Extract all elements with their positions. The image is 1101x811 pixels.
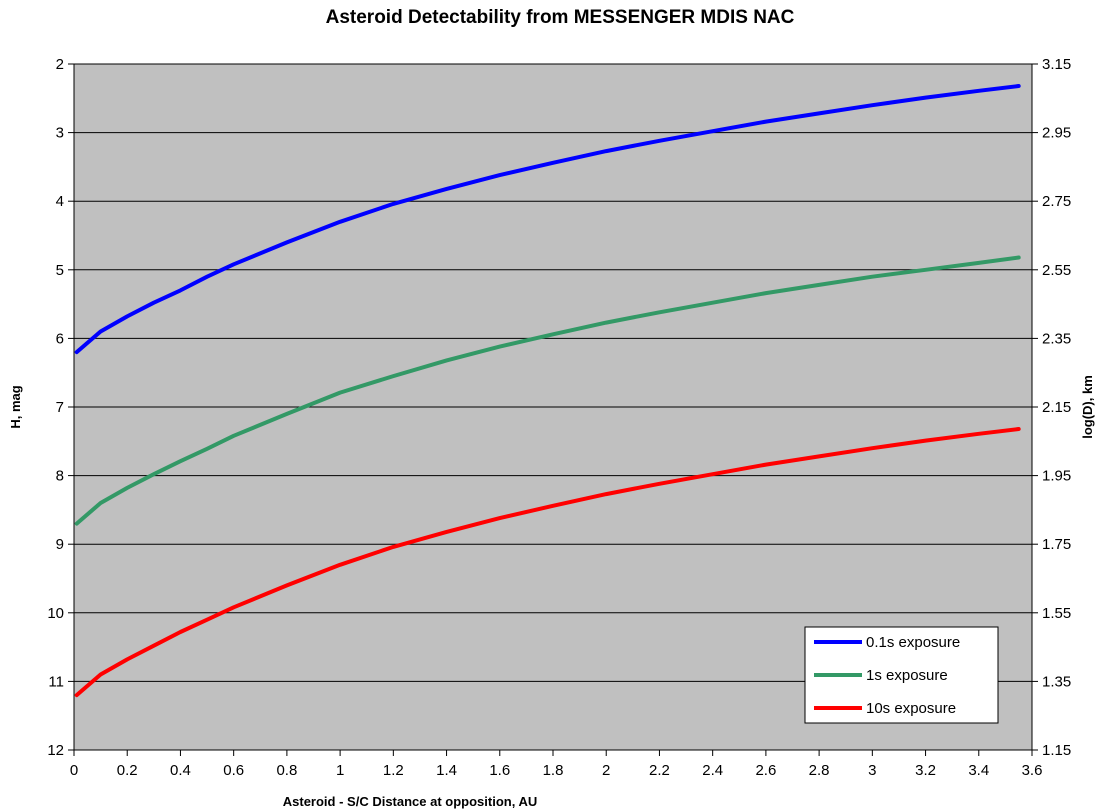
y-tick-label: 9 bbox=[56, 536, 64, 553]
chart-title: Asteroid Detectability from MESSENGER MD… bbox=[326, 7, 795, 28]
y2-tick-label: 1.95 bbox=[1042, 468, 1071, 485]
y2-tick-label: 2.75 bbox=[1042, 193, 1071, 210]
y-tick-label: 6 bbox=[56, 330, 64, 347]
y2-tick-label: 3.15 bbox=[1042, 56, 1071, 73]
x-axis-label: Asteroid - S/C Distance at opposition, A… bbox=[283, 794, 537, 809]
legend: 0.1s exposure 1s exposure 10s exposure bbox=[804, 626, 999, 724]
y-tick-label: 8 bbox=[56, 468, 64, 485]
y2-axis-label: log(D), km bbox=[1080, 375, 1095, 439]
x-tick-label: 1.8 bbox=[543, 762, 564, 779]
y2-tick-label: 2.15 bbox=[1042, 399, 1071, 416]
x-tick-label: 3.4 bbox=[968, 762, 989, 779]
y-tick-label: 11 bbox=[48, 673, 64, 690]
y2-tick-label: 1.75 bbox=[1042, 536, 1071, 553]
x-tick-label: 2.8 bbox=[809, 762, 830, 779]
y2-tick-label: 2.95 bbox=[1042, 125, 1071, 142]
x-tick-label: 0.6 bbox=[223, 762, 244, 779]
x-tick-label: 2 bbox=[602, 762, 610, 779]
x-tick-label: 0 bbox=[70, 762, 78, 779]
x-tick-label: 0.8 bbox=[276, 762, 297, 779]
axes: 234567891011123.152.952.752.552.352.151.… bbox=[47, 56, 1071, 779]
legend-label-2: 10s exposure bbox=[866, 700, 956, 717]
x-tick-label: 2.4 bbox=[702, 762, 723, 779]
x-tick-label: 0.2 bbox=[117, 762, 138, 779]
x-tick-label: 2.6 bbox=[755, 762, 776, 779]
x-tick-label: 0.4 bbox=[170, 762, 191, 779]
x-tick-label: 2.2 bbox=[649, 762, 670, 779]
y-tick-label: 2 bbox=[56, 56, 64, 73]
y-tick-label: 3 bbox=[56, 125, 64, 142]
y2-tick-label: 2.55 bbox=[1042, 262, 1071, 279]
y-tick-label: 7 bbox=[56, 399, 64, 416]
series-line-0 bbox=[74, 84, 1021, 355]
grid-lines bbox=[74, 63, 1032, 751]
y-tick-label: 10 bbox=[47, 605, 64, 622]
x-tick-label: 1.4 bbox=[436, 762, 457, 779]
y-tick-label: 4 bbox=[56, 193, 64, 210]
series-lines bbox=[74, 84, 1021, 698]
x-tick-label: 1 bbox=[336, 762, 344, 779]
x-tick-label: 3.6 bbox=[1022, 762, 1043, 779]
x-tick-label: 3 bbox=[868, 762, 876, 779]
y2-tick-label: 1.15 bbox=[1042, 742, 1071, 759]
legend-label-1: 1s exposure bbox=[866, 667, 948, 684]
x-tick-label: 3.2 bbox=[915, 762, 936, 779]
series-line-2 bbox=[74, 427, 1021, 698]
y-axis-label: H, mag bbox=[8, 385, 23, 428]
y-tick-label: 12 bbox=[47, 742, 64, 759]
x-tick-label: 1.2 bbox=[383, 762, 404, 779]
y2-tick-label: 2.35 bbox=[1042, 330, 1071, 347]
y-tick-label: 5 bbox=[56, 262, 64, 279]
x-tick-label: 1.6 bbox=[489, 762, 510, 779]
y2-tick-label: 1.35 bbox=[1042, 673, 1071, 690]
y2-tick-label: 1.55 bbox=[1042, 605, 1071, 622]
series-line-1 bbox=[74, 255, 1021, 526]
legend-label-0: 0.1s exposure bbox=[866, 634, 960, 651]
